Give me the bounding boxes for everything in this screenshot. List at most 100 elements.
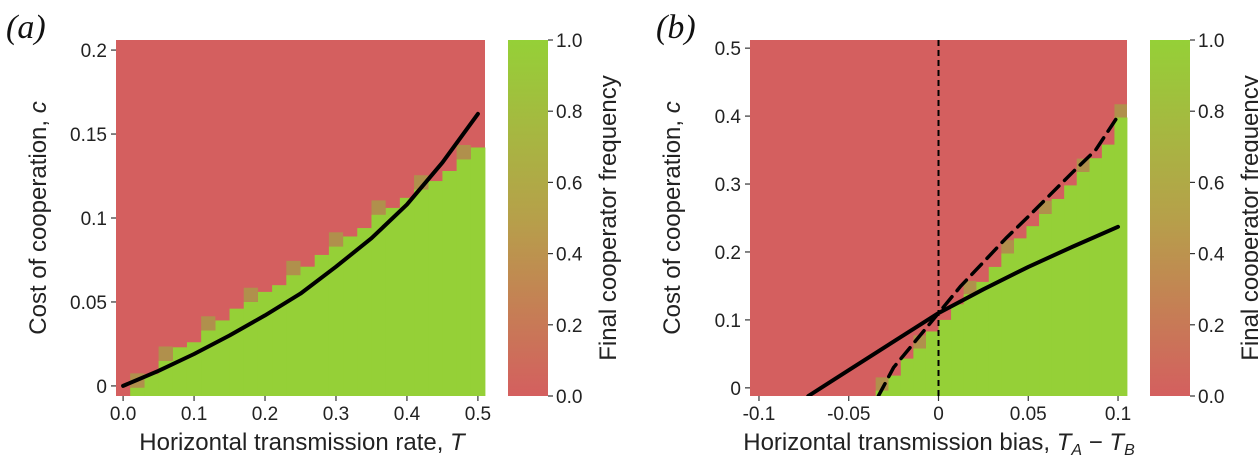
x-tick-label: 0.3 xyxy=(323,404,349,425)
heatmap-cell-column xyxy=(988,266,1002,396)
y-tick-label: 0 xyxy=(730,379,741,400)
colorbar xyxy=(508,40,548,396)
y-tick-label: 0 xyxy=(96,377,107,398)
colorbar-tick-label: 0.8 xyxy=(556,102,582,123)
heatmap-cell-column xyxy=(470,147,486,396)
heatmap-cell-column xyxy=(1076,171,1090,396)
heatmap-cell-column xyxy=(1026,226,1040,396)
heatmap-cell-column xyxy=(300,266,316,396)
dashed-theory-curve xyxy=(876,114,1120,396)
y-tick-label: 0.1 xyxy=(81,209,107,230)
heatmap-mixed-cell xyxy=(963,280,977,295)
heatmap-cell-column xyxy=(1039,213,1052,396)
colorbar-tick-label: 0.2 xyxy=(1198,316,1224,337)
panel-label: (b) xyxy=(656,9,696,46)
x-label-sub: A xyxy=(1070,442,1082,459)
heatmap-cell-column xyxy=(938,319,952,396)
x-label-op: − xyxy=(1082,429,1109,456)
y-tick-label: 0.1 xyxy=(715,311,741,332)
heatmap-cell-column xyxy=(976,281,990,396)
x-tick-label: 0.5 xyxy=(465,404,491,425)
colorbar-tick-label: 0.0 xyxy=(1198,387,1224,408)
y-label-var: c xyxy=(25,101,52,113)
heatmap-mixed-cell xyxy=(328,232,344,247)
heatmap-cell-column xyxy=(328,246,344,396)
heatmap-mixed-cell xyxy=(286,260,301,276)
y-label-var: c xyxy=(659,101,686,113)
x-tick-label: 0.0 xyxy=(110,404,136,425)
heatmap-mixed-cell xyxy=(371,200,386,215)
y-axis-label: Cost of cooperation, c xyxy=(25,101,52,334)
heatmap-cell-column xyxy=(925,331,939,396)
heatmap-cell-column xyxy=(963,294,977,396)
heatmap-panel-b: -0.1 -0.05 0 0.05 0.1 0 0.1 0.2 0.3 0.4 0.5 Horizon… xyxy=(656,9,1258,459)
heatmap-mixed-cell xyxy=(158,346,173,361)
colorbar-label: Final cooperator frequency xyxy=(595,75,622,361)
heatmap-cell-column xyxy=(130,387,145,396)
x-tick-label: 0.2 xyxy=(252,404,278,425)
heatmap-cell-column xyxy=(951,304,965,396)
y-tick-label: 0.5 xyxy=(715,39,741,60)
heatmap-cell-column xyxy=(1051,198,1065,396)
heatmap-cell-column xyxy=(343,236,358,396)
panel-label: (a) xyxy=(6,9,46,46)
heatmap-mixed-cell xyxy=(1001,240,1014,254)
x-tick-label: 0 xyxy=(933,404,944,425)
solid-theory-curve xyxy=(121,111,480,388)
colorbar xyxy=(1150,40,1190,396)
x-tick-label: 0.1 xyxy=(181,404,207,425)
heatmap-cell-column xyxy=(201,330,216,396)
y-axis-label: Cost of cooperation, c xyxy=(659,101,686,334)
x-label-sub: B xyxy=(1124,442,1135,459)
y-tick-label: 0.2 xyxy=(81,41,107,62)
heatmap-cell-column xyxy=(428,181,443,396)
x-axis-label: Horizontal transmission rate, T xyxy=(139,429,467,456)
y-tick-label: 0.15 xyxy=(70,125,107,146)
heatmap-cell-column xyxy=(456,159,472,396)
heatmap-cell-column xyxy=(875,390,889,396)
colorbar-tick-label: 0.6 xyxy=(1198,173,1224,194)
heatmap-cell-column xyxy=(357,228,372,396)
x-tick-label: -0.05 xyxy=(827,404,870,425)
x-tick-label: 0.05 xyxy=(1010,404,1047,425)
colorbar-tick-label: 0.2 xyxy=(556,316,582,337)
heatmap-mixed-cell xyxy=(201,316,216,331)
colorbar-tick-label: 0.4 xyxy=(556,245,583,266)
heatmap-mixed-cell xyxy=(875,377,889,391)
heatmap-mixed-cell xyxy=(243,287,258,302)
colorbar-tick-label: 0.8 xyxy=(1198,102,1224,123)
heatmap-cell-column xyxy=(900,358,914,396)
heatmap-cell-column xyxy=(314,254,330,396)
heatmap-cell-column xyxy=(1013,238,1027,396)
x-label-var: T xyxy=(1109,429,1126,456)
heatmap-mixed-cell xyxy=(1114,104,1127,118)
heatmap-cell-column xyxy=(1089,158,1103,396)
heatmap-cell-column xyxy=(1001,253,1015,396)
y-tick-label: 0.4 xyxy=(715,107,742,128)
heatmap-cell-column xyxy=(215,320,230,396)
colorbar-tick-label: 0.0 xyxy=(556,387,582,408)
x-tick-label: -0.1 xyxy=(743,404,776,425)
heatmap-cell-column xyxy=(286,275,301,396)
colorbar-tick-label: 0.4 xyxy=(1198,245,1225,266)
heatmap-mixed-cell xyxy=(456,144,471,160)
heatmap-cell-column xyxy=(414,189,429,396)
heatmap-cell-column xyxy=(172,347,188,396)
heatmap-cell-column xyxy=(385,207,401,396)
heatmap-cell-column xyxy=(913,348,927,396)
heatmap-mixed-cell xyxy=(1076,158,1090,172)
heatmap-cell-column xyxy=(888,375,902,396)
heatmap-cell-column xyxy=(1101,144,1115,396)
x-label-var: T xyxy=(1057,429,1074,456)
heatmap-cell-column xyxy=(371,214,387,396)
colorbar-tick-label: 0.6 xyxy=(556,173,582,194)
heatmap-cell-column xyxy=(272,285,287,396)
y-tick-label: 0.3 xyxy=(715,175,741,196)
y-tick-label: 0.05 xyxy=(70,293,107,314)
solid-theory-curve xyxy=(806,224,1120,396)
heatmap-panel-a: 0.0 0.1 0.2 0.3 0.4 0.5 0 0.05 0.1 0.15 0.2 Horizon… xyxy=(6,9,622,456)
heatmap-cell-column xyxy=(442,170,458,396)
x-tick-label: 0.1 xyxy=(1105,404,1131,425)
colorbar-tick-label: 1.0 xyxy=(556,31,582,52)
colorbar-label: Final cooperator frequency xyxy=(1237,75,1258,361)
